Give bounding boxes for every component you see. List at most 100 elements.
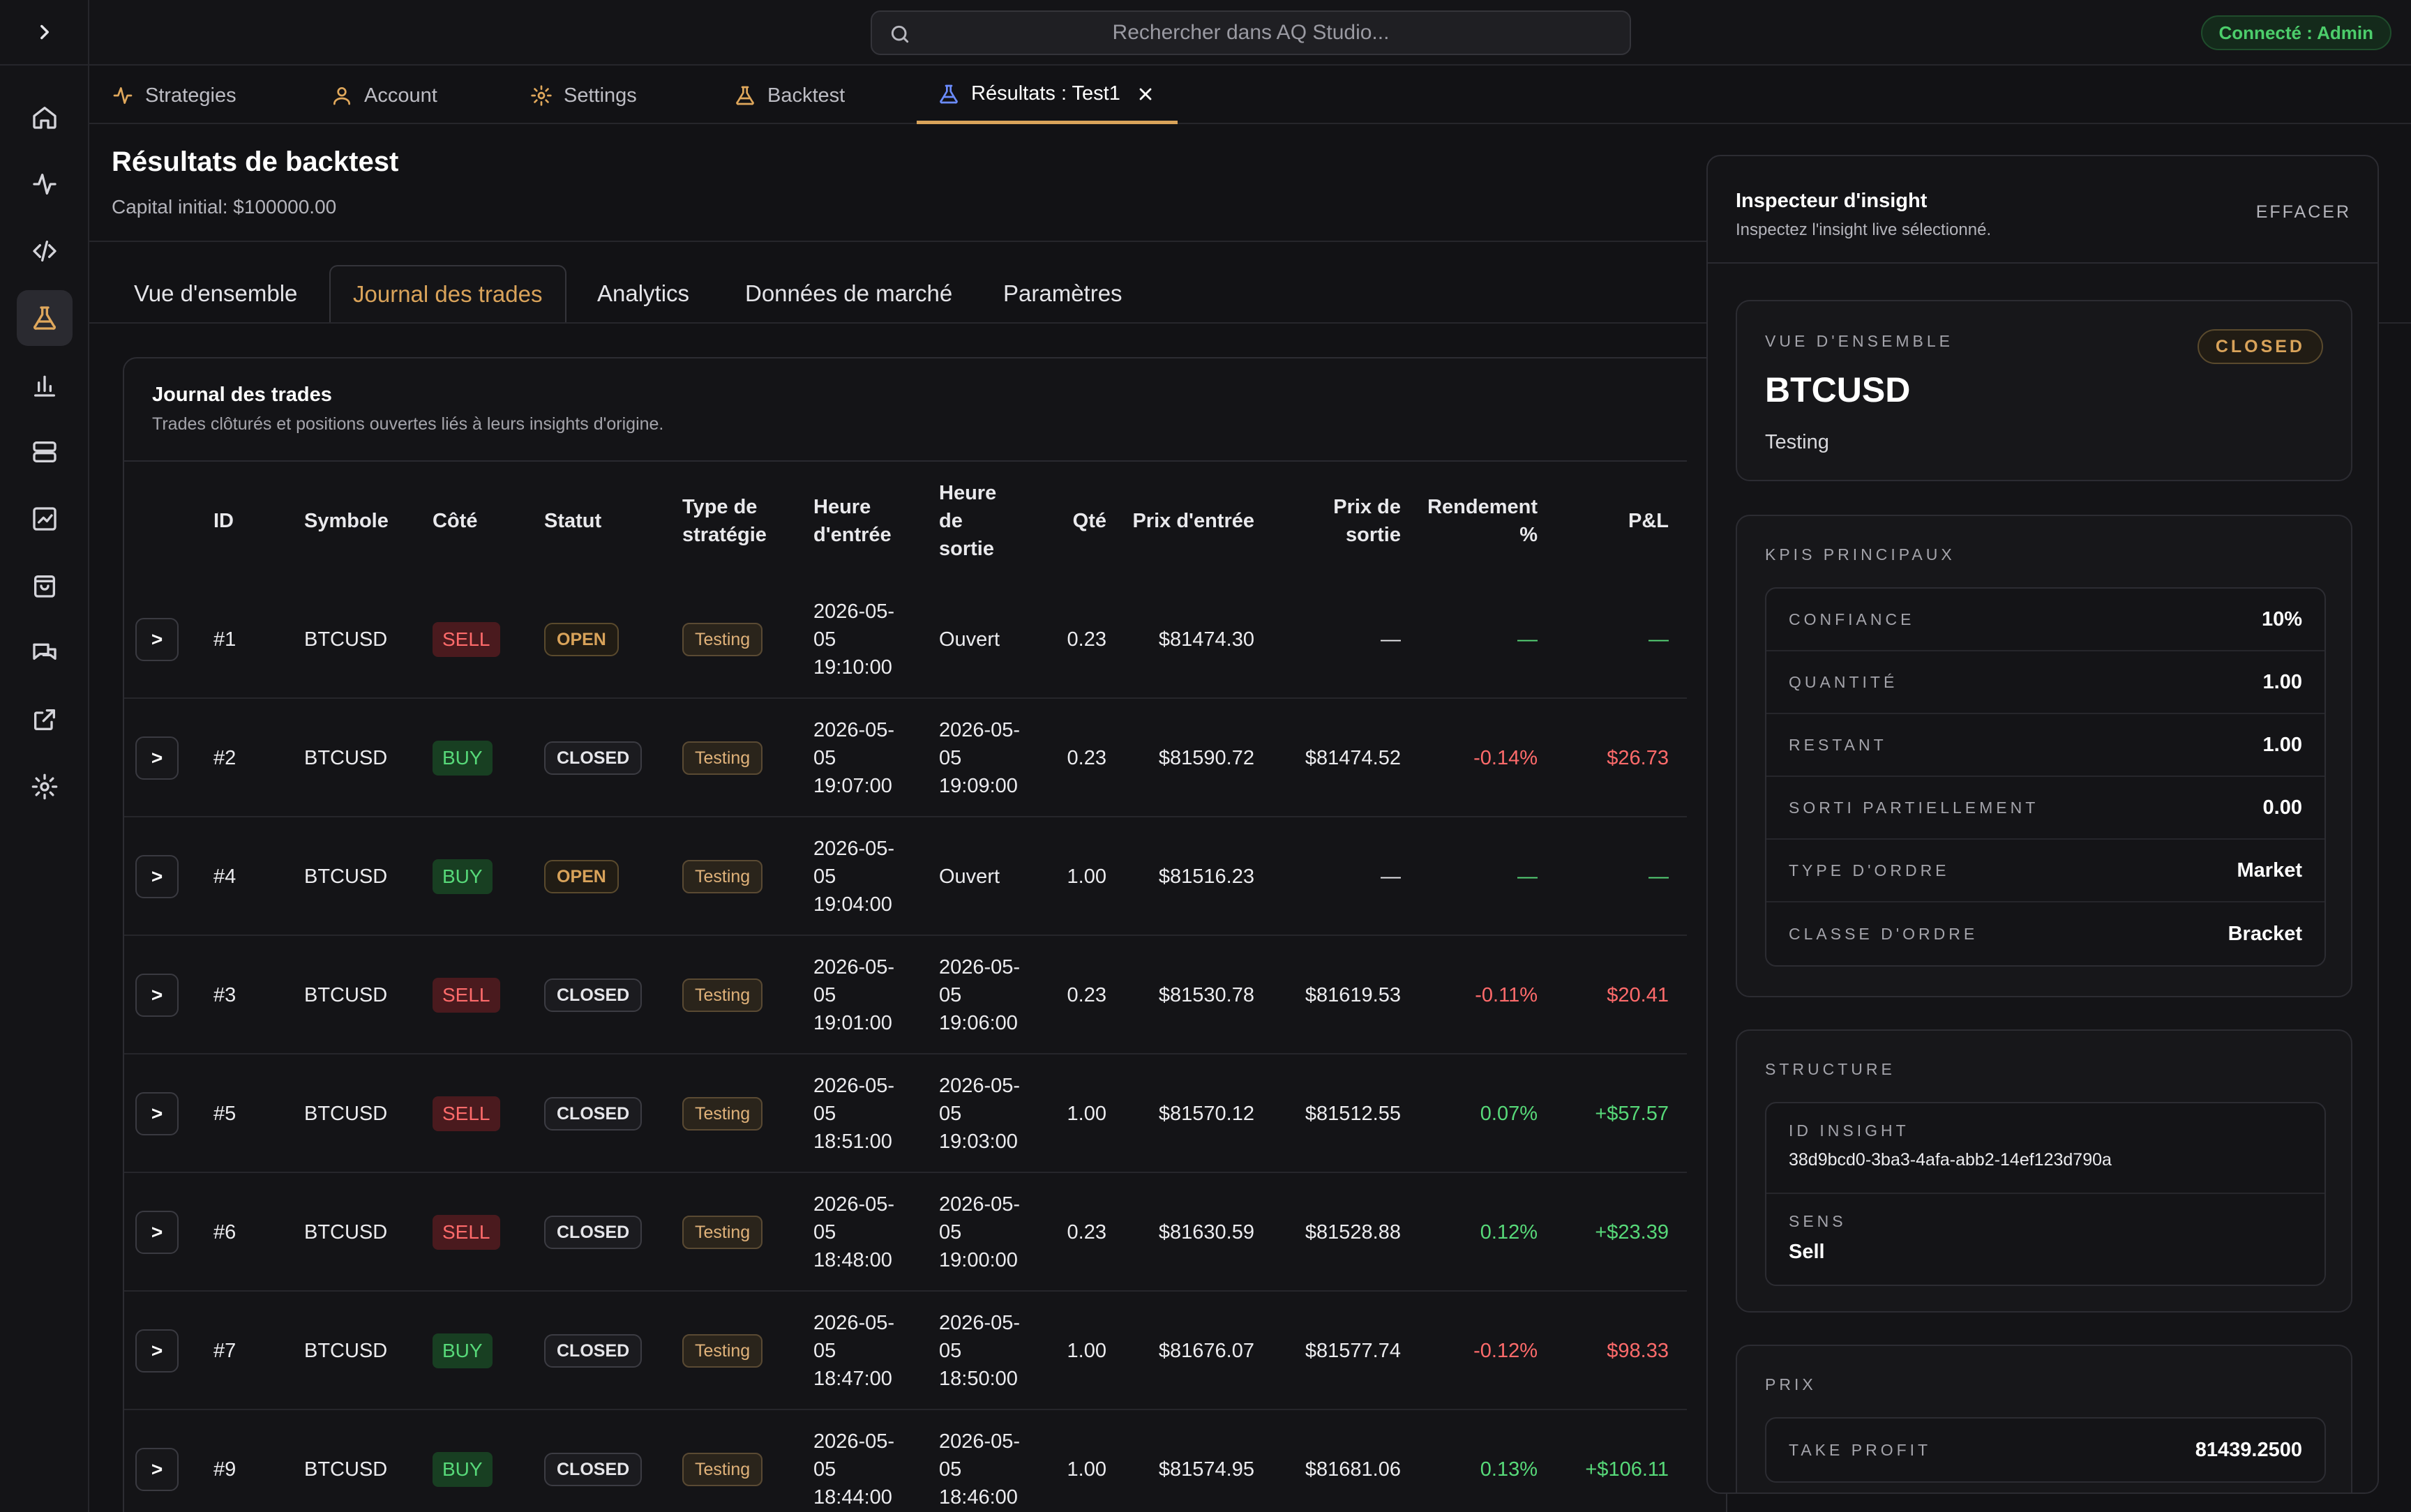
- table-row[interactable]: > #1 BTCUSD SELL OPEN Testing 2026-05-05 19:10…: [124, 580, 1687, 699]
- clear-button[interactable]: EFFACER: [2255, 202, 2351, 222]
- trade-return-pct-cell: -0.12%: [1422, 1292, 1538, 1410]
- trade-pnl-cell: —: [1554, 580, 1669, 699]
- col-entry-time[interactable]: Heure d'entrée: [813, 496, 892, 546]
- rail-code[interactable]: [17, 223, 73, 279]
- rail-store[interactable]: [17, 558, 73, 614]
- insight-symbol: BTCUSD: [1765, 370, 1911, 409]
- table-row[interactable]: > #2 BTCUSD BUY CLOSED Testing 2026-05-05 19:0…: [124, 699, 1687, 817]
- search-box[interactable]: [871, 10, 1631, 55]
- take-profit-row: TAKE PROFIT 81439.2500: [1766, 1419, 2324, 1481]
- col-return-pct[interactable]: Rendement %: [1427, 496, 1538, 546]
- side-badge: SELL: [433, 622, 500, 657]
- trade-qty-cell: 1.00: [1031, 1292, 1106, 1410]
- rail-settings[interactable]: [17, 759, 73, 815]
- expand-row-button[interactable]: >: [135, 974, 179, 1017]
- inspector-subtitle: Inspectez l'insight live sélectionné.: [1736, 220, 1992, 239]
- strategy-type-badge: Testing: [682, 1216, 763, 1249]
- rail-chart[interactable]: [17, 491, 73, 547]
- table-row[interactable]: > #4 BTCUSD BUY OPEN Testing 2026-05-05 19:04:…: [124, 817, 1687, 936]
- trade-id: #1: [213, 628, 236, 651]
- tab-settings[interactable]: Settings: [530, 67, 637, 124]
- home-icon: [33, 107, 57, 129]
- tab-account[interactable]: Account: [331, 67, 437, 124]
- connection-status-badge: Connecté : Admin: [2200, 15, 2391, 50]
- kpi-card: KPIS PRINCIPAUX CONFIANCE 10% QUANTITÉ 1.0…: [1736, 515, 2352, 997]
- search-input[interactable]: [872, 12, 1630, 54]
- rail-external[interactable]: [17, 692, 73, 748]
- trade-entry-time-cell: 2026-05-05 19:10:00: [813, 580, 911, 699]
- insight-strategy: Testing: [1765, 431, 1829, 453]
- table-row[interactable]: > #7 BTCUSD BUY CLOSED Testing 2026-05-05 18:4…: [124, 1292, 1687, 1410]
- tab-backtest[interactable]: Backtest: [734, 67, 845, 124]
- subtab-overview[interactable]: Vue d'ensemble: [134, 280, 298, 306]
- tab-label: Strategies: [145, 84, 236, 107]
- col-status[interactable]: Statut: [544, 510, 602, 532]
- trade-entry-time: 2026-05-05 19:04:00: [813, 838, 895, 916]
- trade-return-pct-cell: 0.07%: [1422, 1054, 1538, 1173]
- rail-servers[interactable]: [17, 424, 73, 480]
- trade-entry-price: $81474.30: [1158, 628, 1254, 651]
- col-qty[interactable]: Qté: [1072, 510, 1106, 532]
- expand-row-button[interactable]: >: [135, 855, 179, 898]
- trade-exit-time: 2026-05-05 19:06:00: [939, 956, 1021, 1034]
- section-label: KPIS PRINCIPAUX: [1765, 545, 1955, 564]
- rail-expand-button[interactable]: [0, 0, 89, 66]
- expand-row-button[interactable]: >: [135, 1329, 179, 1373]
- rail-backtest[interactable]: [17, 290, 73, 346]
- col-id[interactable]: ID: [213, 510, 234, 532]
- kpi-row: TYPE D'ORDRE Market: [1766, 840, 2324, 902]
- top-bar: Connecté : Admin: [89, 0, 2411, 66]
- tab-results-test1[interactable]: Résultats : Test1: [917, 67, 1178, 124]
- rail-analytics[interactable]: [17, 357, 73, 413]
- expand-row-button[interactable]: >: [135, 1211, 179, 1254]
- section-label: VUE D'ENSEMBLE: [1765, 332, 1953, 350]
- subtab-parameters[interactable]: Paramètres: [1003, 280, 1122, 306]
- trade-pnl-cell: —: [1554, 817, 1669, 936]
- col-side[interactable]: Côté: [433, 510, 478, 532]
- kpi-key: CONFIANCE: [1789, 610, 1915, 628]
- trade-return-pct: —: [1517, 628, 1538, 651]
- trade-return-pct: -0.11%: [1475, 984, 1538, 1006]
- kpi-key: RESTANT: [1789, 735, 1887, 754]
- trade-entry-price: $81574.95: [1158, 1458, 1254, 1481]
- trade-symbol-cell: BTCUSD: [304, 699, 416, 817]
- col-exit-price[interactable]: Prix de sortie: [1333, 496, 1401, 546]
- rail-home[interactable]: [17, 89, 73, 145]
- expand-row-button[interactable]: >: [135, 618, 179, 661]
- subtab-trade-journal[interactable]: Journal des trades: [329, 265, 566, 322]
- table-row[interactable]: > #9 BTCUSD BUY CLOSED Testing 2026-05-05 18:4…: [124, 1410, 1687, 1512]
- table-row[interactable]: > #3 BTCUSD SELL CLOSED Testing 2026-05-05 19:…: [124, 936, 1687, 1054]
- col-entry-price[interactable]: Prix d'entrée: [1132, 510, 1254, 532]
- rail-strategies[interactable]: [17, 156, 73, 212]
- trade-id: #2: [213, 747, 236, 769]
- kpi-value: 0.00: [2262, 796, 2302, 819]
- tab-label: Account: [364, 84, 437, 107]
- server-icon: [33, 441, 57, 462]
- trade-exit-time-cell: 2026-05-05 18:46:00: [939, 1410, 1030, 1512]
- trade-symbol: BTCUSD: [304, 984, 388, 1006]
- trade-entry-time-cell: 2026-05-05 19:07:00: [813, 699, 911, 817]
- close-icon[interactable]: [1136, 84, 1155, 104]
- divider: [2378, 322, 2411, 324]
- col-pnl[interactable]: P&L: [1628, 510, 1669, 532]
- tab-strategies[interactable]: Strategies: [112, 67, 236, 124]
- rail-chat[interactable]: [17, 625, 73, 681]
- expand-row-button[interactable]: >: [135, 1448, 179, 1491]
- expand-row-button[interactable]: >: [135, 736, 179, 780]
- trade-entry-price: $81570.12: [1158, 1103, 1254, 1125]
- expand-row-button[interactable]: >: [135, 1092, 179, 1135]
- col-strategy-type[interactable]: Type de stratégie: [682, 496, 767, 546]
- status-badge: CLOSED: [544, 1216, 643, 1249]
- kpi-value: Market: [2237, 859, 2303, 882]
- subtab-analytics[interactable]: Analytics: [597, 280, 690, 306]
- section-label: PRIX: [1765, 1375, 1817, 1393]
- trade-id-cell: #9: [213, 1410, 283, 1512]
- col-symbol[interactable]: Symbole: [304, 510, 389, 532]
- table-row[interactable]: > #6 BTCUSD SELL CLOSED Testing 2026-05-05 18:…: [124, 1173, 1687, 1292]
- trade-entry-price-cell: $81574.95: [1129, 1410, 1254, 1512]
- table-row[interactable]: > #5 BTCUSD SELL CLOSED Testing 2026-05-05 18:…: [124, 1054, 1687, 1173]
- card-subtitle: Trades clôturés et positions ouvertes li…: [152, 414, 664, 434]
- subtab-market-data[interactable]: Données de marché: [745, 280, 953, 306]
- search-icon: [891, 25, 909, 43]
- col-exit-time[interactable]: Heure de sortie: [939, 482, 997, 560]
